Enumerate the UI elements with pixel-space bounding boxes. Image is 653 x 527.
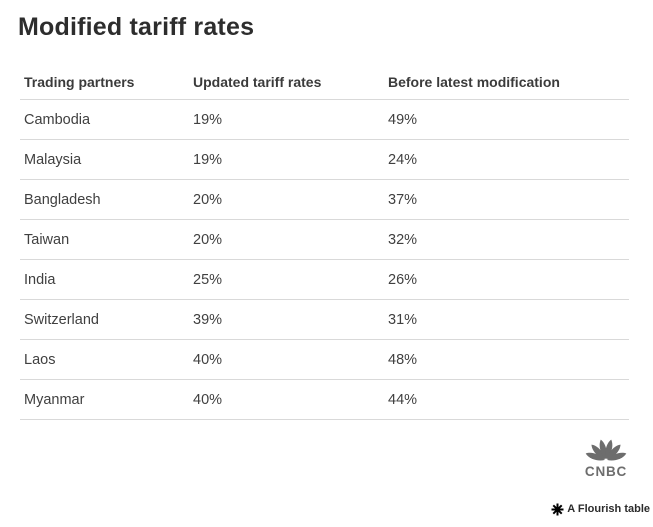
- cell-before-rate: 24%: [388, 151, 418, 168]
- flourish-attribution-link[interactable]: A Flourish table: [551, 501, 650, 517]
- table-row: Myanmar 40% 44%: [20, 380, 629, 420]
- cell-partner: Malaysia: [24, 151, 82, 168]
- cell-before-rate: 31%: [388, 311, 418, 328]
- table-row: Taiwan 20% 32%: [20, 220, 629, 260]
- cell-before-rate: 26%: [388, 271, 418, 288]
- table-row: Switzerland 39% 31%: [20, 300, 629, 340]
- table-row: Bangladesh 20% 37%: [20, 180, 629, 220]
- cell-updated-rate: 40%: [193, 391, 223, 408]
- table-row: Laos 40% 48%: [20, 340, 629, 380]
- cell-partner: Taiwan: [24, 231, 70, 248]
- page-title: Modified tariff rates: [18, 13, 255, 41]
- cell-partner: India: [24, 271, 56, 288]
- cell-before-rate: 37%: [388, 191, 418, 208]
- cell-updated-rate: 20%: [193, 231, 223, 248]
- cell-partner: Myanmar: [24, 391, 85, 408]
- cell-updated-rate: 20%: [193, 191, 223, 208]
- cell-updated-rate: 25%: [193, 271, 223, 288]
- cell-partner: Switzerland: [24, 311, 99, 328]
- tariff-table: Trading partners Updated tariff rates Be…: [20, 44, 629, 420]
- cnbc-logo: CNBC: [582, 435, 630, 479]
- column-header-updated-tariff-rates: Updated tariff rates: [193, 74, 322, 90]
- cell-updated-rate: 19%: [193, 151, 223, 168]
- attribution-label: A Flourish table: [567, 503, 650, 515]
- cell-partner: Laos: [24, 351, 56, 368]
- column-header-trading-partners: Trading partners: [24, 74, 135, 90]
- cnbc-peacock-icon: [585, 439, 627, 461]
- cell-before-rate: 32%: [388, 231, 418, 248]
- cell-updated-rate: 39%: [193, 311, 223, 328]
- cell-before-rate: 49%: [388, 111, 418, 128]
- cell-before-rate: 44%: [388, 391, 418, 408]
- table-header-row: Trading partners Updated tariff rates Be…: [20, 44, 629, 100]
- flourish-asterisk-icon: [551, 503, 564, 515]
- cell-partner: Bangladesh: [24, 191, 101, 208]
- cell-updated-rate: 40%: [193, 351, 223, 368]
- cell-before-rate: 48%: [388, 351, 418, 368]
- table-row: India 25% 26%: [20, 260, 629, 300]
- cell-partner: Cambodia: [24, 111, 91, 128]
- column-header-before-latest-modification: Before latest modification: [388, 74, 560, 90]
- table-row: Malaysia 19% 24%: [20, 140, 629, 180]
- cell-updated-rate: 19%: [193, 111, 223, 128]
- cnbc-wordmark: CNBC: [584, 464, 628, 479]
- table-row: Cambodia 19% 49%: [20, 100, 629, 140]
